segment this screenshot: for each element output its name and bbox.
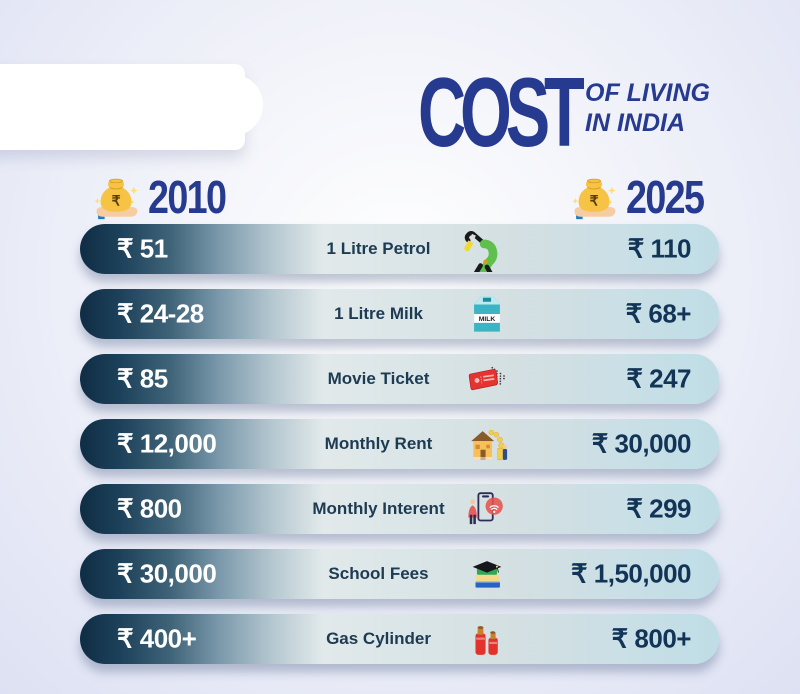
svg-text:MILK: MILK: [479, 316, 496, 323]
svg-text:₹: ₹: [112, 192, 121, 208]
svg-text:₹: ₹: [590, 192, 599, 208]
